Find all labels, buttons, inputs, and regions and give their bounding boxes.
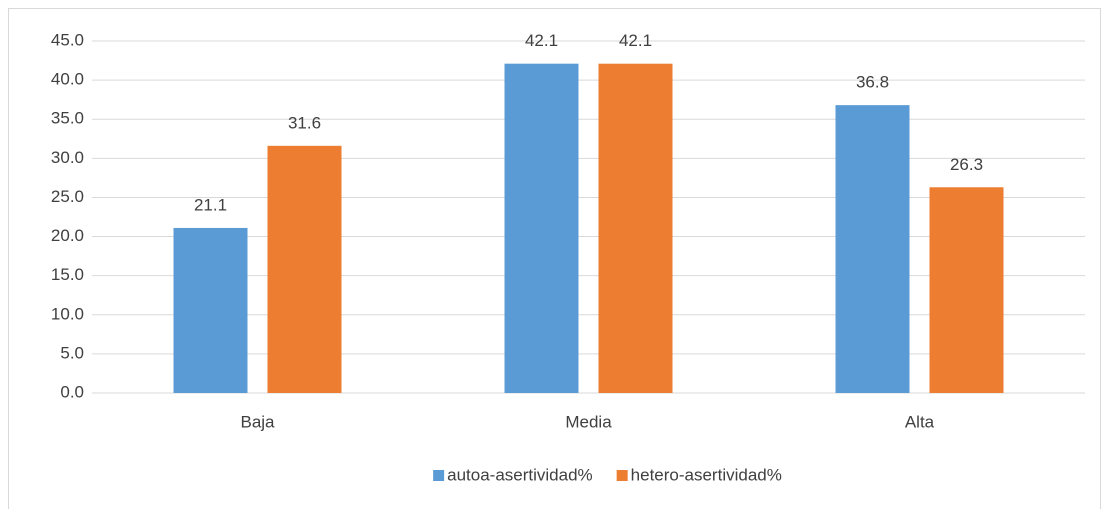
data-label: 21.1: [194, 195, 227, 214]
x-tick-label: Baja: [240, 412, 275, 431]
x-tick-label: Media: [565, 412, 612, 431]
y-tick-label: 0.0: [60, 382, 84, 401]
x-tick-label: Alta: [905, 412, 935, 431]
legend-swatch: [616, 470, 628, 481]
y-tick-label: 10.0: [51, 304, 84, 323]
bar: [173, 227, 248, 393]
legend-swatch: [433, 470, 445, 481]
chart-frame: [8, 8, 1101, 509]
data-label: 36.8: [856, 73, 889, 92]
y-tick-label: 5.0: [60, 343, 84, 362]
legend-label: autoa-asertividad%: [447, 465, 593, 484]
y-tick-label: 30.0: [51, 148, 84, 167]
data-label: 26.3: [950, 155, 983, 174]
y-tick-label: 40.0: [51, 70, 84, 89]
data-label: 42.1: [619, 31, 652, 50]
y-tick-label: 45.0: [51, 30, 84, 49]
bar: [598, 63, 673, 393]
y-tick-label: 20.0: [51, 226, 84, 245]
data-label: 31.6: [288, 113, 321, 132]
y-tick-label: 35.0: [51, 109, 84, 128]
bar: [929, 187, 1004, 393]
bar: [504, 63, 579, 393]
y-tick-label: 15.0: [51, 265, 84, 284]
legend-label: hetero-asertividad%: [631, 465, 782, 484]
y-tick-label: 25.0: [51, 187, 84, 206]
bar: [835, 105, 910, 394]
bar: [267, 145, 342, 393]
data-label: 42.1: [525, 31, 558, 50]
